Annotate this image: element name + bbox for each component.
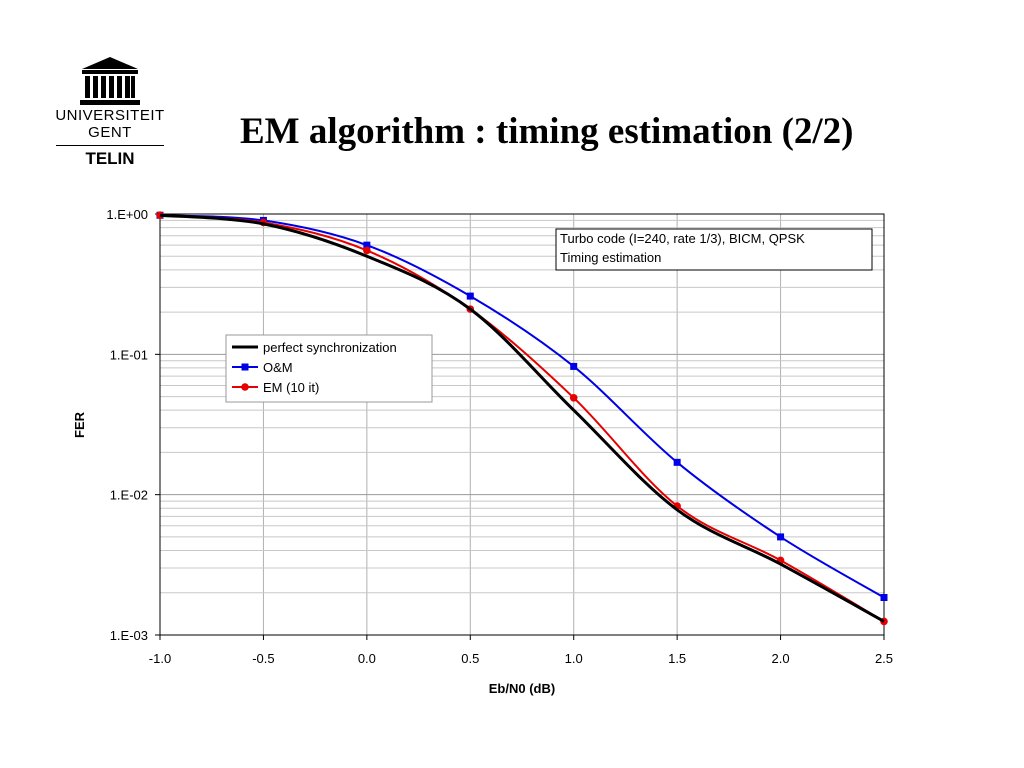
plot-frame xyxy=(159,213,885,636)
legend-items: perfect synchronization O&M EM (10 it) xyxy=(232,340,397,395)
series-line-em-10-it xyxy=(159,214,885,623)
legend-item-perfect-synchronization: perfect synchronization xyxy=(232,340,397,355)
legend-frame xyxy=(225,334,433,403)
x-tick-label: 1.5 xyxy=(668,651,686,666)
annotation-box: Turbo code (I=240, rate 1/3), BICM, QPSK… xyxy=(555,228,873,271)
axis-ticks: -1.0 -0.5 0.0 0.5 1.0 1.5 2.0 2.5 1.E+00 1.E-01 1.… xyxy=(106,207,893,666)
annotation-line2: Timing estimation xyxy=(560,250,661,265)
data-point-o-m xyxy=(363,241,371,249)
legend-label: perfect synchronization xyxy=(263,340,397,355)
legend: perfect synchronization O&M EM (10 it) xyxy=(225,334,433,403)
legend-label: O&M xyxy=(263,360,293,375)
x-tick-label: 2.0 xyxy=(772,651,790,666)
data-point-o-m xyxy=(777,533,785,541)
department-name: TELIN xyxy=(85,149,135,168)
data-point-o-m xyxy=(466,292,474,300)
y-tick-label: 1.E-01 xyxy=(110,347,148,362)
data-point-em-10-it xyxy=(363,246,371,255)
legend-item-o-m: O&M xyxy=(232,360,293,375)
y-tick-label: 1.E-02 xyxy=(110,488,148,503)
university-name-line1: UNIVERSITEIT xyxy=(55,107,165,124)
legend-marker xyxy=(241,383,249,391)
slide-title: EM algorithm : timing estimation (2/2) xyxy=(240,111,854,152)
logo-divider xyxy=(56,145,164,146)
x-tick-label: 0.5 xyxy=(461,651,479,666)
legend-marker xyxy=(241,363,249,371)
y-tick-label: 1.E+00 xyxy=(106,207,148,222)
data-point-o-m xyxy=(570,362,578,370)
annotation-frame xyxy=(555,228,873,271)
data-point-em-10-it xyxy=(569,394,578,402)
y-tick-label: 1.E-03 xyxy=(110,628,148,643)
data-point-o-m xyxy=(880,594,888,602)
series-line-o-m xyxy=(159,214,885,599)
legend-item-em-10-it: EM (10 it) xyxy=(232,380,319,395)
series-line-perfect-synchronization xyxy=(159,213,885,623)
legend-label: EM (10 it) xyxy=(263,380,319,395)
annotation-line1: Turbo code (I=240, rate 1/3), BICM, QPSK xyxy=(560,231,805,246)
x-tick-label: 1.0 xyxy=(565,651,583,666)
grid-lines xyxy=(159,214,885,636)
y-axis-title: FER xyxy=(72,411,87,438)
data-point-o-m xyxy=(673,458,681,466)
series-perfect-synchronization xyxy=(159,213,885,623)
x-tick-label: 2.5 xyxy=(875,651,893,666)
data-series xyxy=(156,211,888,626)
x-tick-label: 0.0 xyxy=(358,651,376,666)
x-axis-title: Eb/N0 (dB) xyxy=(489,681,555,696)
x-tick-label: -1.0 xyxy=(149,651,171,666)
university-logo: UNIVERSITEIT GENT TELIN xyxy=(40,55,180,169)
x-tick-label: -0.5 xyxy=(252,651,274,666)
university-building-icon xyxy=(80,57,140,105)
university-name-line2: GENT xyxy=(88,124,132,141)
